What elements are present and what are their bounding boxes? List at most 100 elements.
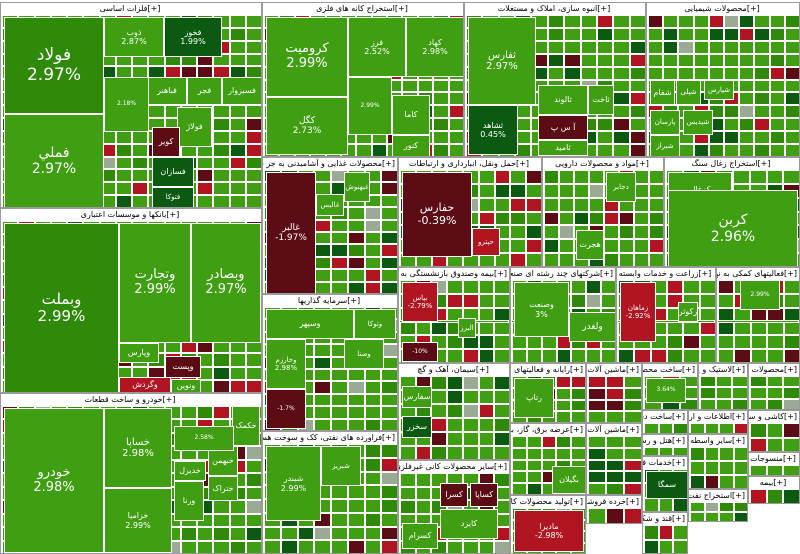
stock-tile[interactable] [667, 349, 684, 362]
stock-tile[interactable] [699, 321, 715, 336]
stock-tile[interactable] [447, 335, 463, 350]
stock-tile[interactable]: وگردش [119, 377, 171, 392]
stock-tile[interactable] [314, 526, 331, 541]
stock-tile[interactable] [547, 40, 565, 54]
stock-tile[interactable] [381, 232, 397, 245]
stock-tile[interactable]: زماهان -2.92% [620, 282, 656, 342]
stock-tile[interactable] [314, 281, 331, 293]
stock-tile[interactable] [510, 225, 527, 240]
stock-tile[interactable] [784, 53, 799, 67]
stock-tile[interactable] [783, 489, 799, 503]
stock-tile[interactable] [229, 117, 246, 131]
stock-tile[interactable] [678, 27, 694, 41]
stock-tile[interactable]: 2.58% [174, 426, 234, 451]
stock-tile[interactable] [724, 105, 740, 119]
stock-tile[interactable] [544, 253, 559, 266]
stock-tile[interactable] [606, 459, 624, 472]
stock-tile[interactable] [588, 483, 606, 494]
stock-tile[interactable]: 2.99% [740, 280, 780, 310]
stock-tile[interactable] [132, 169, 149, 183]
stock-tile[interactable]: وتجارت 2.99% [119, 223, 191, 343]
stock-tile[interactable] [783, 387, 799, 399]
stock-tile[interactable] [364, 457, 382, 472]
expand-button[interactable]: [+] [394, 4, 408, 13]
stock-tile[interactable] [601, 293, 615, 308]
stock-tile[interactable]: -10% [402, 342, 438, 362]
stock-tile[interactable] [564, 27, 581, 41]
stock-tile[interactable] [478, 321, 495, 336]
expand-button[interactable]: [+] [475, 365, 489, 374]
stock-tile[interactable] [683, 335, 700, 350]
stock-tile[interactable] [708, 66, 724, 80]
stock-tile[interactable] [718, 321, 735, 336]
stock-tile[interactable] [447, 540, 463, 553]
expand-button[interactable]: [+] [732, 436, 745, 445]
stock-tile[interactable] [754, 105, 770, 119]
stock-tile[interactable]: خودرو 2.98% [4, 408, 104, 553]
stock-tile[interactable]: شیراز [650, 135, 680, 156]
stock-tile[interactable] [739, 105, 755, 119]
stock-tile[interactable] [494, 418, 509, 432]
stock-tile[interactable] [544, 211, 559, 226]
expand-button[interactable]: [+] [626, 425, 639, 434]
stock-tile[interactable] [648, 66, 664, 80]
stock-tile[interactable] [619, 211, 634, 226]
stock-tile[interactable] [447, 293, 463, 308]
stock-tile[interactable] [783, 376, 799, 388]
expand-button[interactable]: [+] [597, 4, 611, 13]
stock-tile[interactable]: فولاژ [177, 107, 212, 147]
stock-tile[interactable] [381, 444, 397, 458]
stock-tile[interactable] [586, 293, 602, 308]
stock-tile[interactable] [629, 92, 645, 106]
stock-tile[interactable] [784, 79, 799, 93]
stock-tile[interactable] [245, 143, 261, 157]
stock-tile[interactable] [733, 502, 747, 512]
stock-tile[interactable] [213, 379, 230, 392]
stock-tile[interactable] [580, 53, 597, 67]
stock-tile[interactable] [784, 15, 799, 28]
stock-tile[interactable] [739, 27, 755, 41]
stock-tile[interactable]: ثاخت [588, 85, 614, 115]
stock-tile[interactable]: غبهنوش [344, 172, 370, 202]
stock-tile[interactable] [571, 349, 587, 362]
stock-tile[interactable] [629, 105, 645, 119]
stock-tile[interactable] [673, 447, 687, 455]
stock-tile[interactable] [245, 527, 261, 541]
stock-tile[interactable] [596, 131, 614, 145]
stock-tile[interactable] [314, 182, 331, 195]
stock-tile[interactable] [245, 353, 261, 367]
stock-tile[interactable] [588, 471, 606, 484]
stock-tile[interactable]: فتوکا [152, 187, 194, 207]
stock-tile[interactable] [447, 446, 463, 459]
stock-tile[interactable] [331, 381, 348, 394]
expand-button[interactable]: [+] [635, 159, 649, 168]
stock-tile[interactable] [574, 183, 589, 198]
stock-tile[interactable] [556, 376, 572, 388]
stock-tile[interactable]: شفام [650, 80, 675, 105]
expand-button[interactable]: [+] [698, 269, 712, 278]
stock-tile[interactable] [213, 130, 230, 144]
stock-tile[interactable] [478, 418, 495, 432]
stock-tile[interactable] [494, 197, 511, 212]
stock-tile[interactable] [347, 269, 365, 282]
stock-tile[interactable] [400, 500, 416, 514]
stock-tile[interactable]: ثفارس 2.97% [468, 17, 536, 105]
stock-tile[interactable] [417, 79, 434, 93]
stock-tile[interactable] [588, 436, 606, 448]
stock-tile[interactable] [229, 540, 246, 553]
stock-tile[interactable] [331, 406, 348, 419]
stock-tile[interactable] [559, 183, 574, 198]
stock-tile[interactable] [644, 423, 659, 433]
stock-tile[interactable] [314, 369, 331, 382]
stock-tile[interactable] [132, 130, 149, 144]
stock-tile[interactable] [115, 130, 132, 144]
stock-tile[interactable] [526, 211, 541, 226]
stock-tile[interactable] [613, 118, 630, 132]
stock-tile[interactable] [678, 15, 694, 28]
expand-button[interactable]: [+] [626, 365, 639, 374]
stock-tile[interactable] [613, 15, 630, 28]
stock-tile[interactable] [381, 485, 397, 499]
stock-tile[interactable] [663, 27, 679, 41]
stock-tile[interactable] [331, 219, 348, 232]
stock-tile[interactable] [704, 461, 719, 475]
